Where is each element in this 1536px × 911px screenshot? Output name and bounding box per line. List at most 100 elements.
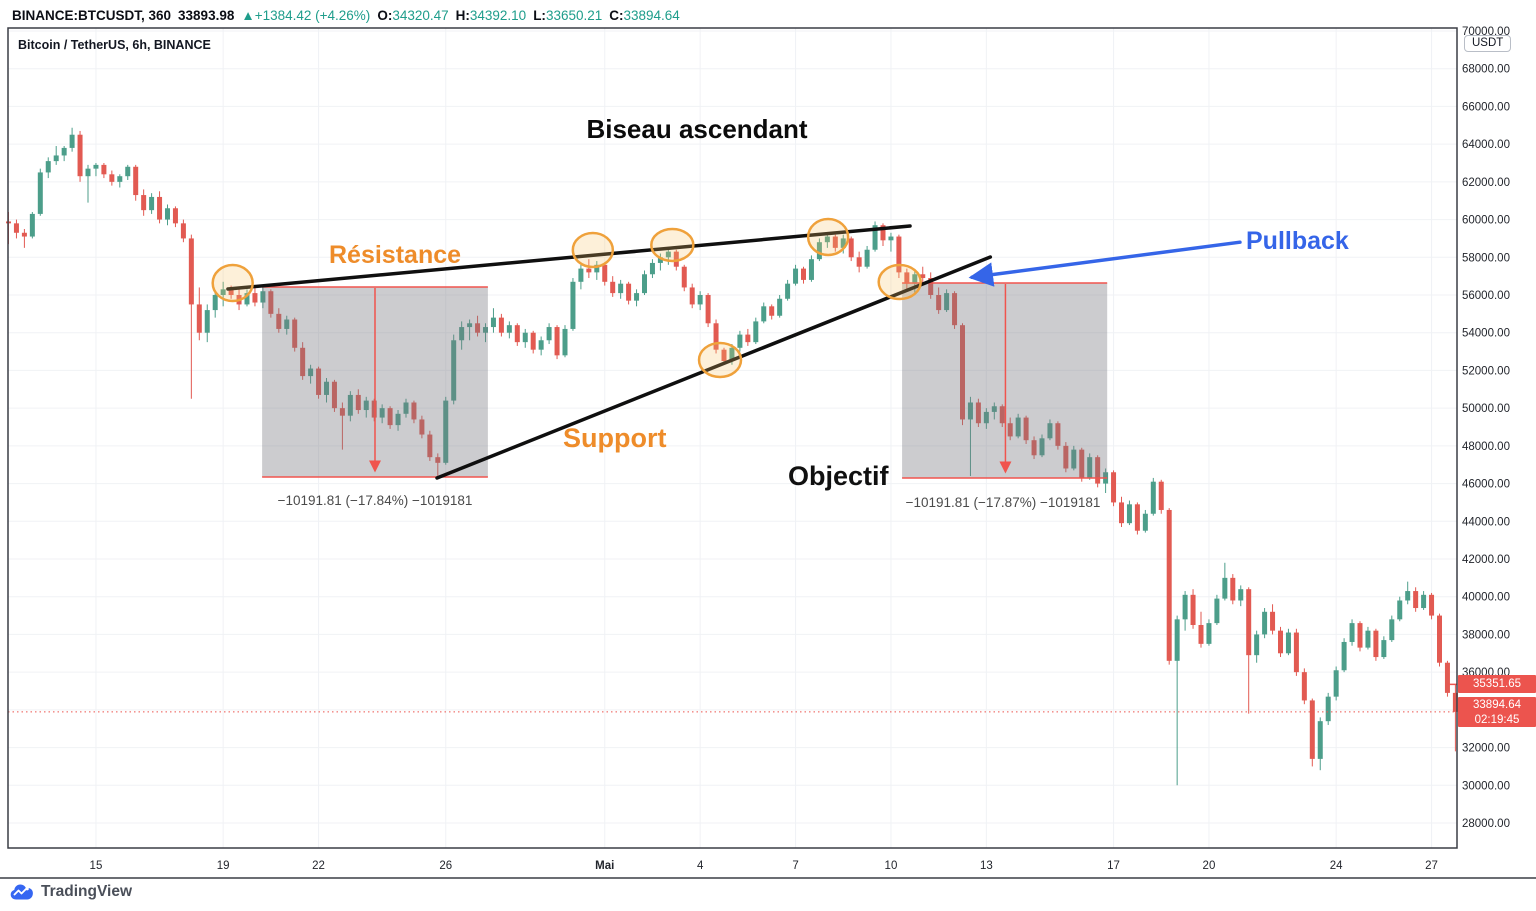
candle-body xyxy=(1182,594,1188,620)
candle-body xyxy=(435,457,441,463)
candle-body xyxy=(490,317,496,328)
time-tick-label: 22 xyxy=(312,860,325,872)
candle-body xyxy=(459,327,465,341)
candle-body xyxy=(991,406,997,412)
price-tick-label: 46000.00 xyxy=(1462,479,1510,491)
candle-body xyxy=(999,406,1005,424)
candle-body xyxy=(649,262,655,275)
price-tick-label: 48000.00 xyxy=(1462,441,1510,453)
price-tick-label: 66000.00 xyxy=(1462,101,1510,113)
candle-body xyxy=(1421,594,1427,609)
touch-point-circle[interactable] xyxy=(211,263,254,303)
candle-body xyxy=(713,323,719,350)
candle-body xyxy=(1055,423,1061,446)
candle-body xyxy=(1230,577,1236,601)
current-price-value: 33894.64 xyxy=(1473,699,1521,711)
candle-body xyxy=(745,334,751,343)
candle-body xyxy=(363,400,369,411)
close-value: 33894.64 xyxy=(623,7,680,23)
candle-body xyxy=(498,317,504,333)
candle-body xyxy=(403,402,409,414)
candle-body xyxy=(1437,615,1442,663)
time-tick-label: 4 xyxy=(697,860,704,872)
candle-body xyxy=(109,174,115,182)
chart-border xyxy=(7,27,1458,849)
candle-body xyxy=(1381,640,1387,658)
measure-box[interactable] xyxy=(902,283,1108,479)
pullback-label[interactable]: Pullback xyxy=(1246,227,1349,255)
candle-body xyxy=(244,293,250,305)
time-tick-label: 10 xyxy=(885,860,898,872)
touch-point-circle[interactable] xyxy=(571,231,615,269)
candle-body xyxy=(475,323,481,333)
candle-body xyxy=(451,340,457,401)
candle-body xyxy=(93,164,99,169)
price-tick-label: 44000.00 xyxy=(1462,516,1510,528)
support-trendline[interactable] xyxy=(435,255,993,480)
candle-body xyxy=(681,266,687,288)
candle-body xyxy=(1190,594,1196,625)
candle-body xyxy=(626,283,632,301)
candle-body xyxy=(1166,509,1172,661)
candle-body xyxy=(29,213,35,237)
time-tick-label: 15 xyxy=(90,860,103,872)
resistance-label[interactable]: Résistance xyxy=(329,241,462,269)
candle-body xyxy=(967,402,973,420)
candle-body xyxy=(204,310,210,333)
candle-body xyxy=(284,319,290,329)
currency-toggle-button[interactable]: USDT xyxy=(1464,35,1512,52)
candle-body xyxy=(355,394,361,411)
pullback-arrow[interactable] xyxy=(968,240,1242,287)
candle-body xyxy=(912,274,918,284)
candle-body xyxy=(1246,589,1252,656)
price-tick-label: 60000.00 xyxy=(1462,215,1510,227)
candle-body xyxy=(467,323,473,328)
candle-body xyxy=(657,257,663,263)
tradingview-logo[interactable]: TradingView xyxy=(10,883,132,901)
candle-body xyxy=(777,298,783,316)
candle-body xyxy=(1301,672,1307,701)
low-label: L: xyxy=(533,7,546,23)
candle-body xyxy=(530,332,536,350)
pattern-title-label: Biseau ascendant xyxy=(586,114,808,144)
candle-body xyxy=(618,283,624,294)
price-tick-label: 58000.00 xyxy=(1462,252,1510,264)
candle-body xyxy=(610,281,616,294)
candle-body xyxy=(602,264,608,282)
candle-body xyxy=(634,293,640,301)
price-tick-label: 54000.00 xyxy=(1462,328,1510,340)
candle-body xyxy=(419,419,425,435)
candle-body xyxy=(1405,591,1411,601)
candle-body xyxy=(864,249,870,267)
touch-point-circle[interactable] xyxy=(650,227,695,263)
touch-point-circle[interactable] xyxy=(697,341,743,379)
tradingview-logo-text: TradingView xyxy=(41,883,133,900)
candle-body xyxy=(149,196,155,211)
candle-body xyxy=(1031,440,1037,456)
candle-body xyxy=(1079,449,1085,478)
touch-point-circle[interactable] xyxy=(806,217,850,257)
chart-legend[interactable]: Bitcoin / TetherUS, 6h, BINANCE xyxy=(18,38,211,52)
candle-body xyxy=(562,328,568,356)
candle-body xyxy=(212,295,218,311)
symbol-name[interactable]: BINANCE:BTCUSDT, 360 xyxy=(12,7,172,23)
time-tick-label: Mai xyxy=(595,860,614,872)
candle-body xyxy=(1444,662,1450,693)
candle-body xyxy=(737,334,743,348)
tradingview-cloud-icon xyxy=(10,884,33,900)
candle-body xyxy=(1357,623,1363,648)
candle-body xyxy=(292,319,298,348)
candle-body xyxy=(729,347,735,361)
candle-body xyxy=(1452,692,1458,712)
last-price: 33893.98 xyxy=(178,7,235,23)
resistance-trendline[interactable] xyxy=(226,224,912,291)
time-tick-label: 17 xyxy=(1107,860,1120,872)
support-label[interactable]: Support xyxy=(563,423,667,453)
candle-body xyxy=(125,166,131,177)
touch-point-circle[interactable] xyxy=(877,263,922,301)
candle-body xyxy=(920,274,926,279)
candle-body xyxy=(1349,623,1355,642)
candle-body xyxy=(1007,423,1013,437)
